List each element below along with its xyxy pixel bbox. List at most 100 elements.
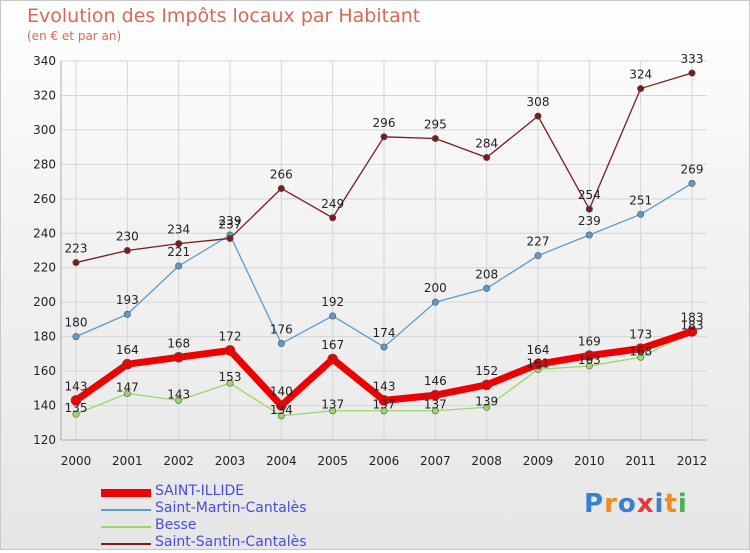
data-label: 137 <box>424 398 447 412</box>
data-point <box>175 396 183 404</box>
x-tick-label: 2004 <box>266 454 297 468</box>
y-tick-label: 180 <box>33 330 56 344</box>
data-point <box>329 214 337 222</box>
legend-label: Besse <box>155 517 197 533</box>
logo-letter: r <box>604 489 618 519</box>
data-label: 153 <box>219 370 242 384</box>
data-point <box>327 353 338 365</box>
data-point <box>483 153 491 161</box>
data-point <box>123 389 131 397</box>
data-point <box>123 247 131 255</box>
y-tick-label: 200 <box>33 295 56 309</box>
data-point <box>226 379 234 387</box>
data-point <box>688 179 696 187</box>
data-point <box>380 407 388 415</box>
data-point <box>72 410 80 418</box>
chart-series-lines <box>70 69 698 420</box>
data-label: 169 <box>578 335 601 349</box>
y-tick-label: 280 <box>33 157 56 171</box>
data-point <box>688 69 696 77</box>
data-point <box>175 240 183 248</box>
data-point <box>481 379 492 391</box>
x-tick-label: 2005 <box>317 454 348 468</box>
data-point <box>277 184 285 192</box>
data-label: 284 <box>475 136 498 150</box>
legend-swatch <box>101 526 151 528</box>
data-point <box>72 259 80 267</box>
y-tick-label: 300 <box>33 123 56 137</box>
data-label: 176 <box>270 323 293 337</box>
data-label: 295 <box>424 118 447 132</box>
data-label: 227 <box>527 235 550 249</box>
x-tick-label: 2000 <box>61 454 92 468</box>
data-label: 140 <box>270 385 293 399</box>
x-tick-label: 2010 <box>574 454 605 468</box>
logo-letter: i <box>677 489 688 519</box>
x-tick-label: 2003 <box>215 454 246 468</box>
data-label: 239 <box>219 214 242 228</box>
x-tick-label: 2001 <box>112 454 143 468</box>
data-label: 135 <box>65 401 88 415</box>
chart-title: Evolution des Impôts locaux par Habitant <box>27 5 421 27</box>
legend-label: Saint-Santin-Cantalès <box>155 534 307 550</box>
x-tick-label: 2002 <box>163 454 194 468</box>
data-point <box>329 312 337 320</box>
data-point <box>686 326 698 337</box>
data-label: 164 <box>527 343 550 357</box>
data-point <box>277 412 285 420</box>
data-point <box>70 395 82 406</box>
data-point <box>532 358 544 370</box>
data-point <box>585 205 593 213</box>
data-point <box>584 350 595 361</box>
x-tick-label: 2011 <box>625 454 656 468</box>
data-point <box>431 135 439 143</box>
legend-swatch <box>101 489 151 497</box>
data-label: 221 <box>167 245 190 259</box>
proxiti-logo: Proxiti <box>584 489 688 519</box>
data-point <box>277 340 285 348</box>
data-point <box>226 234 234 242</box>
data-point <box>380 343 388 351</box>
data-label: 168 <box>167 336 190 350</box>
x-tick-label: 2006 <box>369 454 400 468</box>
data-label: 134 <box>270 403 293 417</box>
y-tick-label: 260 <box>33 192 56 206</box>
y-tick-label: 340 <box>33 54 56 68</box>
x-tick-label: 2012 <box>677 454 708 468</box>
data-label: 308 <box>527 95 550 109</box>
data-point <box>585 231 593 239</box>
data-point <box>378 395 390 406</box>
data-label: 200 <box>424 281 447 295</box>
data-point <box>534 252 542 260</box>
data-label: 152 <box>475 364 498 378</box>
data-label: 143 <box>373 379 396 393</box>
data-label: 143 <box>65 379 88 393</box>
data-label: 183 <box>681 310 704 324</box>
legend-swatch <box>101 543 151 545</box>
data-label: 143 <box>167 387 190 401</box>
data-point <box>431 407 439 415</box>
data-label: 139 <box>475 394 498 408</box>
data-label: 333 <box>681 52 704 66</box>
data-point <box>72 333 80 341</box>
data-label: 173 <box>629 328 652 342</box>
data-label: 234 <box>167 223 190 237</box>
data-label: 266 <box>270 167 293 181</box>
legend-label: SAINT-ILLIDE <box>155 483 245 499</box>
data-label: 168 <box>629 344 652 358</box>
data-point <box>431 298 439 306</box>
data-point <box>637 353 645 361</box>
data-label: 269 <box>681 162 704 176</box>
logo-letter: i <box>654 489 665 519</box>
data-point <box>276 400 287 411</box>
y-tick-label: 220 <box>33 261 56 275</box>
data-label: 192 <box>321 295 344 309</box>
data-label: 167 <box>321 338 344 352</box>
legend-swatch <box>101 509 151 511</box>
data-label: 193 <box>116 293 139 307</box>
data-label: 208 <box>475 267 498 281</box>
data-label: 164 <box>116 343 139 357</box>
data-label: 296 <box>373 116 396 130</box>
data-label: 251 <box>629 193 652 207</box>
